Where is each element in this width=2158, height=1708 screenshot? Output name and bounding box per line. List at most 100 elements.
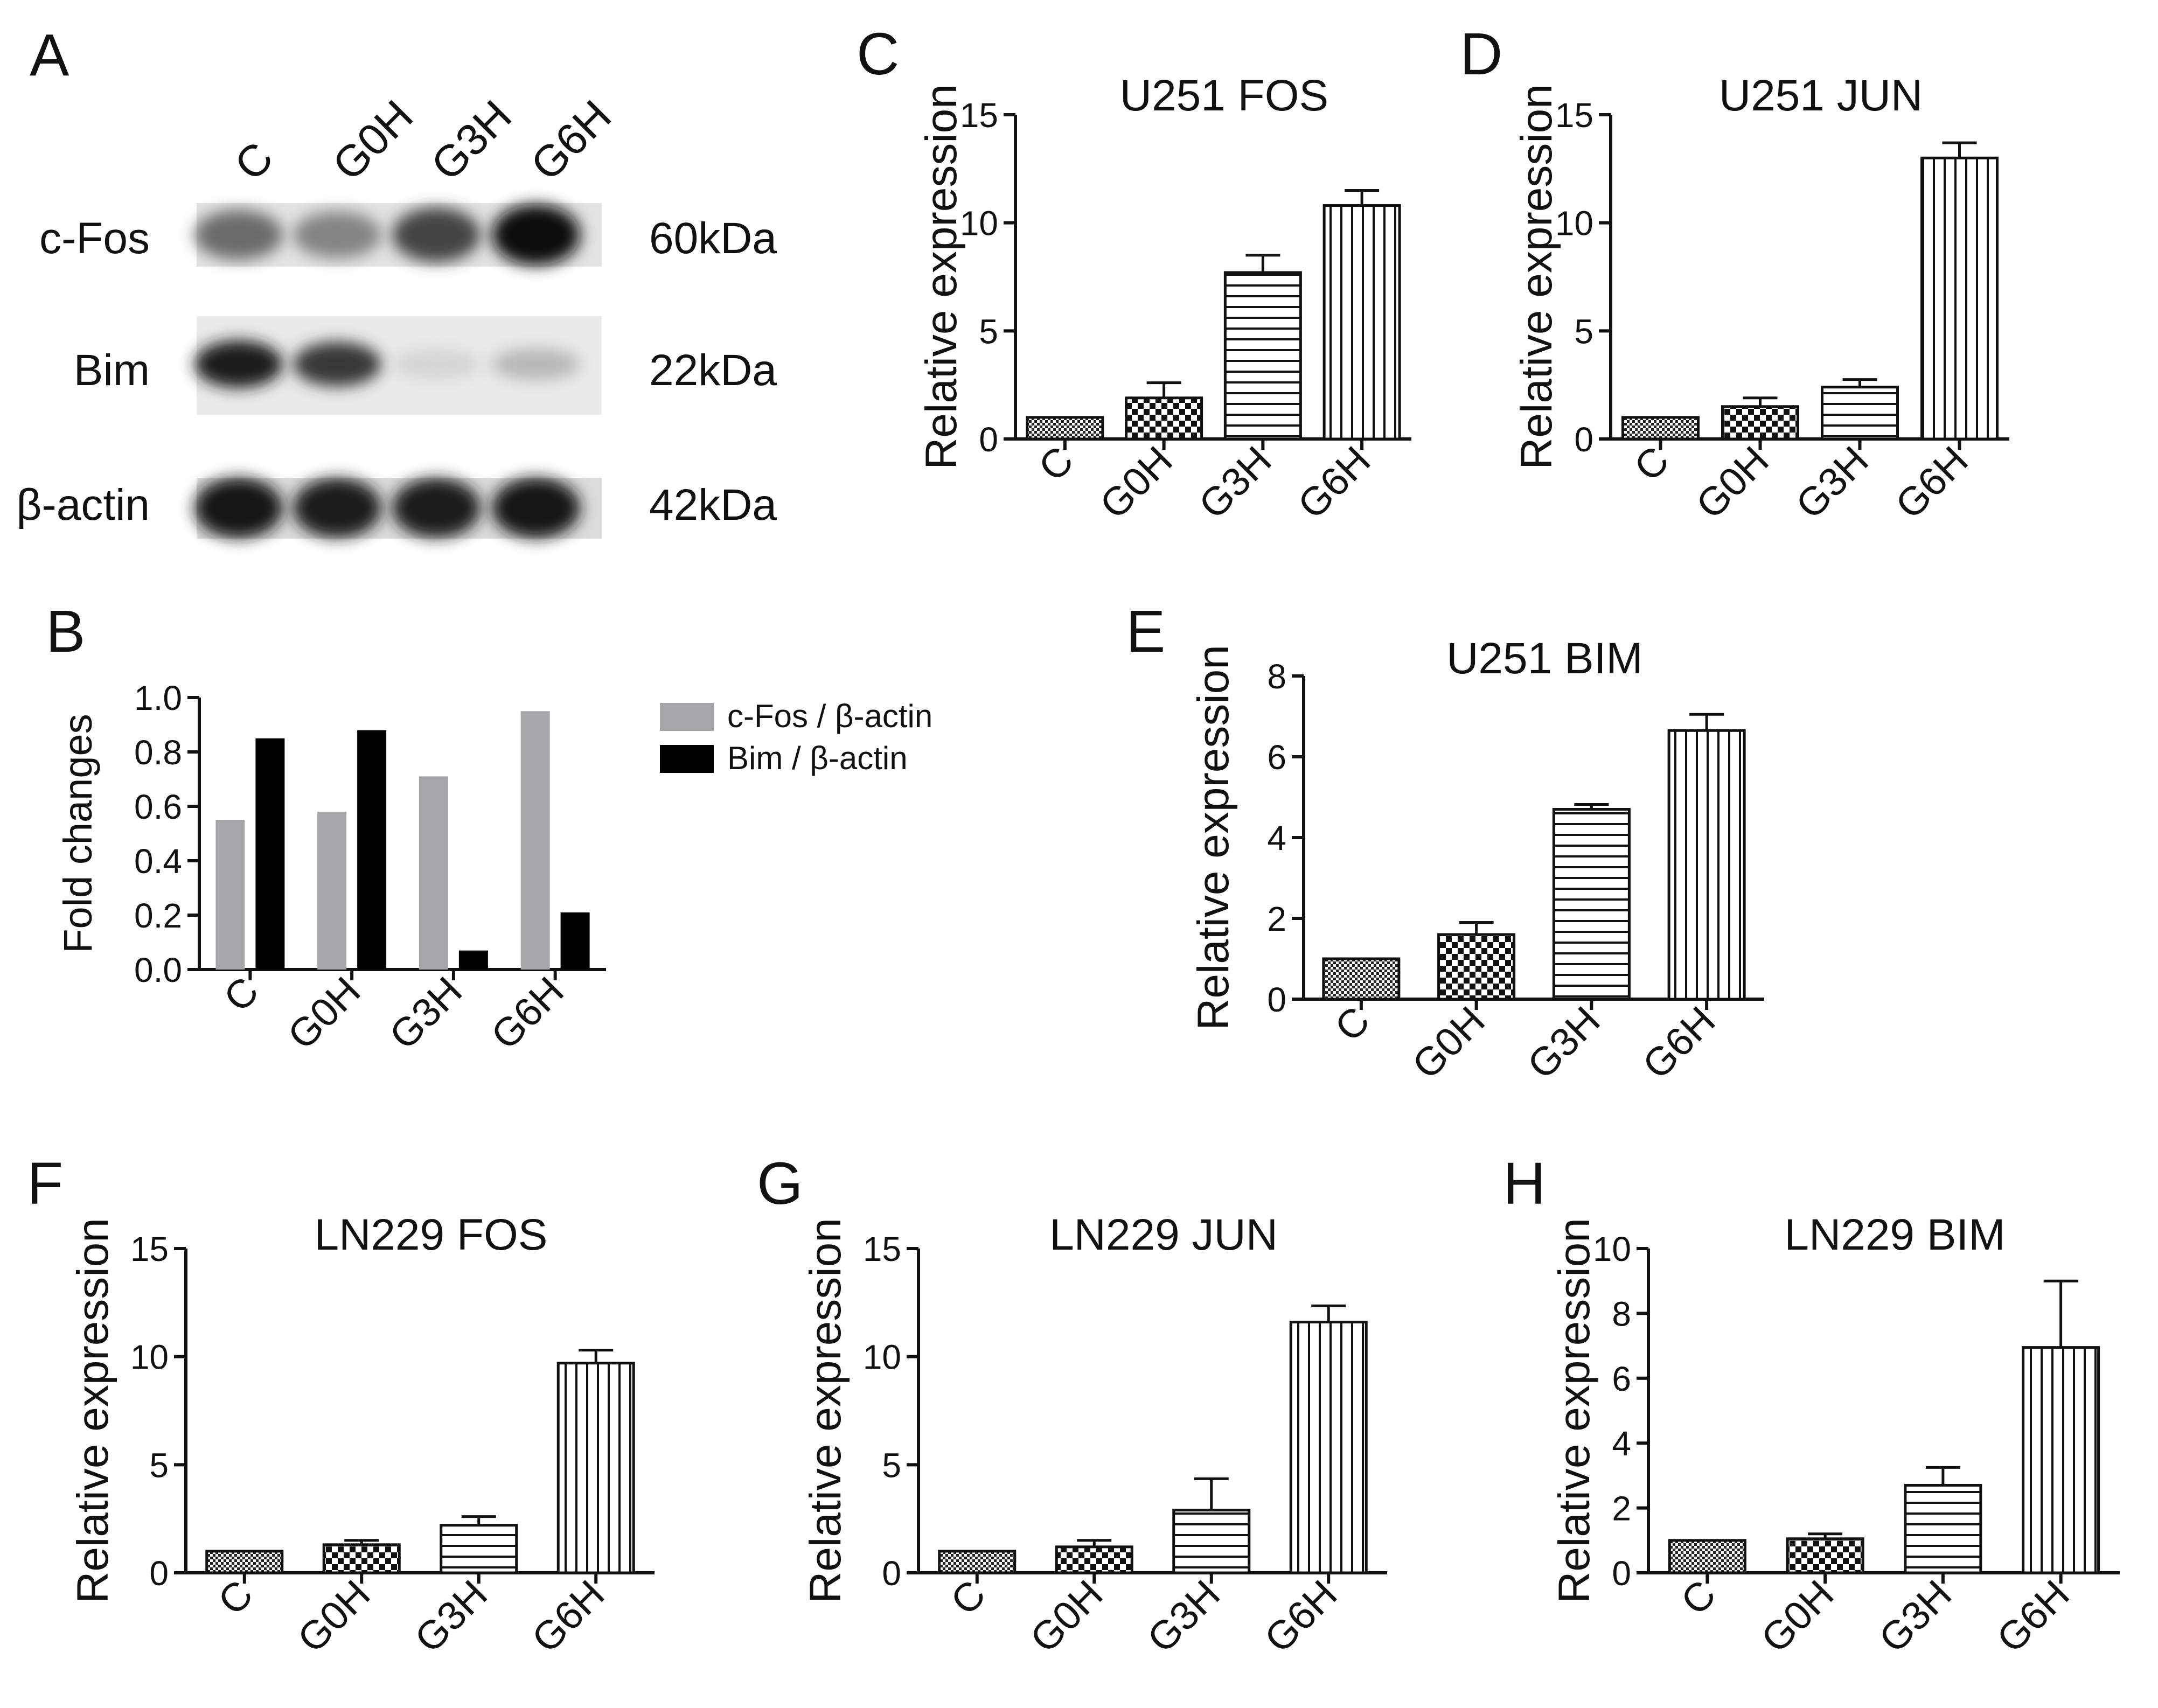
y-tick-label: 8 [1267,657,1286,696]
x-tick-label: G0H [1404,998,1493,1087]
western-blot-panel: A C G0H G3H G6H c-Fos 60kDa Bim 22kDa β-… [16,22,777,539]
y-axis-label: Relative expression [1512,84,1561,470]
x-tick-label: G6H [1988,1572,2078,1661]
y-axis-label: Relative expression [801,1218,850,1604]
y-tick-label: 15 [960,96,998,135]
blot-lane-label: G3H [422,91,521,190]
blot-band [392,207,481,262]
panel-label: F [27,1151,63,1217]
blot-band [392,349,481,379]
x-tick-label: G0H [1021,1572,1111,1661]
x-tick-label: G0H [1752,1572,1842,1661]
bar [1621,416,1700,441]
y-tick-label: 0 [1267,980,1286,1019]
y-tick-label: 6 [1267,738,1286,777]
bar [938,1550,1017,1574]
bar [440,1524,518,1574]
legend-label: c-Fos / β-actin [727,698,932,734]
bar [1125,396,1203,441]
bar [322,1543,401,1574]
legend-swatch [660,703,714,731]
bar [1667,729,1746,1001]
blot-band [392,478,481,538]
molecular-weight: 42kDa [649,480,777,529]
y-tick-label: 0 [1574,420,1593,459]
y-tick-label: 5 [1574,312,1593,351]
protein-label: β-actin [16,480,150,529]
bar [1721,405,1799,441]
chart-panel-h: H LN229 BIM Relative expression 0 2 4 6 8 10 C G0H… [1503,1151,2120,1661]
bar [1289,1320,1368,1574]
bar [1172,1509,1251,1574]
bar [419,776,448,970]
y-tick-label: 0 [882,1554,901,1593]
x-tick-label: G0H [289,1572,378,1661]
blot-lane-label: C [225,133,282,190]
protein-label: Bim [74,346,150,395]
y-tick-label: 5 [882,1446,901,1484]
legend-label: Bim / β-actin [727,740,908,776]
x-tick-label: C [1672,1572,1724,1623]
blot-lane-label: G0H [323,91,422,190]
y-tick-label: 2 [1612,1489,1631,1528]
chart-title: U251 FOS [1120,71,1328,120]
x-tick-label: C [1326,998,1378,1050]
chart-title: U251 BIM [1446,634,1643,683]
x-tick-label: C [942,1572,994,1623]
blot-row-bim: Bim 22kDa [74,316,777,415]
y-tick-label: 10 [130,1338,169,1377]
bar [1322,204,1401,441]
x-tick-label: G6H [483,968,572,1058]
x-tick-label: G6H [523,1572,612,1661]
blot-band [492,477,580,539]
x-tick-label: G6H [1634,998,1723,1087]
bar [520,711,550,970]
y-axis-label: Fold changes [55,714,100,953]
x-tick-label: G3H [1870,1572,1960,1661]
y-tick-label: 0 [149,1554,169,1593]
chart-panel-f: F LN229 FOS Relative expression 0 5 10 15 C G0H G… [27,1151,655,1661]
x-tick-label: G6H [1289,438,1379,527]
blot-bands [194,204,580,266]
panel-label: E [1126,598,1165,665]
blot-band [293,341,381,387]
x-tick-label: G0H [279,968,368,1058]
blot-lane-labels: C G0H G3H G6H [225,91,621,190]
x-tick-label: G3H [406,1572,496,1661]
bar [357,730,387,970]
blot-band [293,478,381,538]
y-tick-label: 4 [1267,819,1286,858]
x-tick-label: G3H [1519,998,1608,1087]
x-tick-label: C [1625,438,1677,490]
x-tick-label: G3H [381,968,470,1058]
chart-panel-d: D U251 JUN Relative expression 0 5 10 15 C G0H G3… [1460,21,2009,527]
panel-label: G [757,1151,803,1217]
bar [1322,957,1401,1001]
y-tick-label: 5 [979,312,998,351]
bar [205,1550,284,1574]
bar [1552,808,1631,1001]
blot-lane-label: G6H [521,91,621,190]
y-tick-label: 0.0 [134,951,182,989]
blot-band [194,478,283,538]
y-tick-label: 0 [1612,1554,1631,1593]
x-tick-label: C [210,1572,261,1623]
y-tick-label: 10 [863,1338,901,1377]
molecular-weight: 60kDa [649,214,777,263]
x-tick-label: G3H [1139,1572,1228,1661]
y-axis-label: Relative expression [917,84,966,470]
blot-band [194,340,283,388]
chart-panel-b: B Fold changes 0.0 0.2 0.4 0.6 0.8 1.0 C G0H G3H G6… [46,598,932,1058]
panel-label: D [1460,21,1502,87]
protein-label: c-Fos [39,214,150,263]
x-tick-label: C [215,968,267,1020]
bar [215,820,245,970]
panel-label: C [857,21,899,87]
panel-label: B [46,598,85,665]
y-tick-label: 15 [863,1230,901,1268]
chart-title: LN229 FOS [315,1210,548,1259]
chart-title: LN229 BIM [1784,1210,2005,1259]
blot-bands [194,340,580,388]
